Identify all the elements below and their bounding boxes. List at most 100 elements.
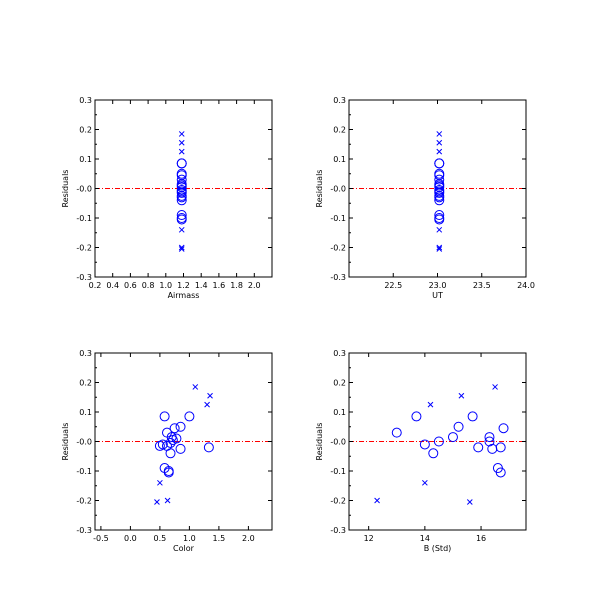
data-point-circle [159, 411, 170, 422]
data-point-circle [165, 448, 176, 459]
data-point-circle [467, 411, 478, 422]
data-point-circle [176, 214, 187, 225]
data-point-circle [157, 439, 168, 450]
data-point-circle [484, 436, 495, 447]
cross-stroke [436, 139, 443, 146]
data-point-cross [422, 479, 428, 486]
x-tick-label-color: 0.5 [154, 534, 167, 543]
data-point-circle [434, 192, 445, 203]
data-point-circle [411, 411, 422, 422]
data-point-circle [495, 467, 506, 478]
x-tick-label-color: 1.0 [183, 534, 196, 543]
data-point-cross [436, 131, 443, 137]
x-axis-label-ut: UT [432, 291, 443, 300]
cross-stroke [178, 226, 185, 233]
cross-stroke [207, 392, 213, 399]
y-axis-label-ut: Residuals [315, 170, 324, 208]
cross-stroke [164, 497, 171, 504]
y-tick-label-airmass: 0.3 [79, 96, 92, 105]
cross-stroke [466, 499, 473, 505]
cross-stroke [157, 479, 163, 486]
data-point-circle [498, 423, 509, 434]
data-point-cross [204, 401, 210, 408]
x-tick-label-ut: 23.5 [473, 281, 491, 290]
y-tick-label-ut: 0.3 [333, 96, 346, 105]
data-point-circle [453, 421, 464, 432]
data-point-cross [436, 226, 443, 233]
data-point-cross [436, 148, 443, 155]
data-point-cross [178, 244, 185, 251]
x-tick-label-color: 2.0 [242, 534, 255, 543]
data-point-circle [433, 436, 444, 447]
data-point-cross [178, 139, 185, 146]
data-point-circle [154, 440, 165, 451]
data-point-cross [436, 244, 443, 251]
cross-stroke [178, 244, 185, 251]
data-point-circle [434, 174, 445, 185]
y-tick-label-ut: -0.1 [330, 214, 346, 223]
data-point-cross [436, 246, 443, 252]
y-tick-label-ut: -0.0 [330, 185, 346, 194]
y-tick-label-color: -0.1 [76, 467, 92, 476]
data-point-circle [184, 411, 195, 422]
cross-stroke [436, 244, 443, 251]
y-tick-label-ut: -0.3 [330, 273, 346, 282]
y-tick-label-b-std: -0.1 [330, 467, 346, 476]
data-point-circle [175, 421, 186, 432]
data-point-cross [154, 499, 160, 505]
y-tick-label-airmass: -0.3 [76, 273, 92, 282]
cross-stroke [436, 226, 443, 233]
data-point-cross [178, 226, 185, 233]
data-point-circle [434, 158, 445, 169]
x-axis-label-color: Color [173, 544, 195, 553]
panel-color: -0.3 -0.2 -0.1 -0.0 0.1 0.2 0.3 -0.5 0.0 0.5 1.0 1.… [61, 349, 273, 553]
data-point-circle [487, 443, 498, 454]
data-point-cross [178, 148, 185, 155]
data-point-circle [495, 442, 506, 453]
data-point-circle [484, 432, 495, 443]
x-tick-label-b-std: 14 [420, 534, 430, 543]
y-tick-label-airmass: -0.1 [76, 214, 92, 223]
cross-stroke [427, 401, 434, 408]
cross-stroke [436, 148, 443, 155]
x-tick-label-airmass: 1.6 [213, 281, 226, 290]
data-point-cross [164, 497, 171, 504]
y-tick-label-b-std: 0.1 [333, 408, 346, 417]
y-tick-label-b-std: 0.2 [333, 379, 346, 388]
x-tick-label-color: 1.5 [213, 534, 226, 543]
data-point-circle [434, 195, 445, 206]
y-axis-label-color: Residuals [61, 423, 70, 461]
data-point-cross [207, 392, 213, 399]
data-point-circle [176, 158, 187, 169]
data-point-cross [458, 392, 465, 399]
data-point-cross [178, 246, 185, 252]
panel-b-std: -0.3 -0.2 -0.1 -0.0 0.1 0.2 0.3 12 14 16 B (Std) Re… [315, 349, 527, 553]
cross-stroke [178, 131, 185, 137]
data-point-circle [176, 192, 187, 203]
cross-stroke [436, 246, 443, 252]
x-tick-label-airmass: 1.0 [159, 281, 172, 290]
x-tick-label-airmass: 2.0 [248, 281, 261, 290]
data-point-cross [436, 139, 443, 146]
cross-stroke [178, 139, 185, 146]
y-tick-label-color: 0.2 [79, 379, 92, 388]
data-point-circle [165, 437, 176, 448]
x-tick-label-airmass: 1.2 [177, 281, 190, 290]
cross-stroke [422, 479, 428, 486]
data-point-cross [178, 131, 185, 137]
data-point-cross [157, 479, 163, 486]
data-point-cross [192, 384, 199, 390]
data-point-cross [492, 384, 498, 390]
data-point-circle [428, 448, 439, 459]
cross-stroke [178, 148, 185, 155]
data-point-circle [434, 187, 445, 198]
y-tick-label-ut: 0.2 [333, 126, 346, 135]
data-point-circle [447, 432, 458, 443]
y-tick-label-b-std: -0.2 [330, 497, 346, 506]
data-point-circle [434, 210, 445, 221]
x-tick-label-b-std: 12 [364, 534, 374, 543]
x-tick-label-color: 0.0 [124, 534, 137, 543]
x-tick-label-b-std: 16 [476, 534, 486, 543]
cross-stroke [178, 246, 185, 252]
